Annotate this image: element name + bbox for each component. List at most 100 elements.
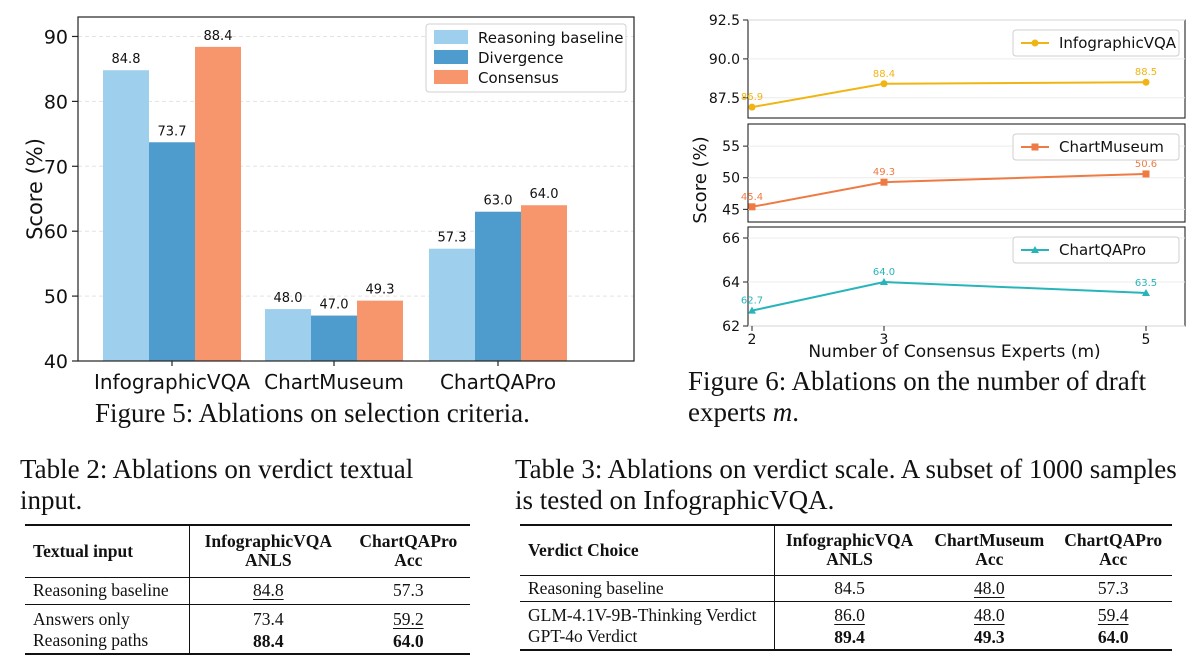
bar xyxy=(429,248,475,361)
table-2-caption: Table 2: Ablations on verdict textual in… xyxy=(20,454,414,515)
legend: Reasoning baseline Divergence Consensus xyxy=(425,23,627,93)
data-point xyxy=(748,203,756,211)
y-axis-label: Score (%) xyxy=(23,138,47,240)
legend-box xyxy=(1012,236,1180,264)
plot-frame xyxy=(77,16,635,362)
data-label: 63.5 xyxy=(1135,278,1157,289)
x-tick-label: InfographicVQA xyxy=(94,370,250,394)
figure-6-line-charts: 87.5 90.0 92.5 86.9 88.4 88.5 InfographicVQA 45… xyxy=(690,13,1186,362)
series-line xyxy=(751,81,1147,109)
series-line xyxy=(751,280,1147,312)
table-row: GPT-4o Verdict 89.4 49.3 64.0 xyxy=(520,625,1172,650)
table-2-cell: 88.4 xyxy=(252,630,284,651)
subplot: 87.5 90.0 92.5 86.9 88.4 88.5 InfographicVQA xyxy=(709,13,1186,119)
y-tick-label: 90 xyxy=(44,26,68,48)
y-tick-label: 50 xyxy=(722,171,740,187)
y-tick-label: 60 xyxy=(44,221,68,243)
table-2-cell: 64.0 xyxy=(392,630,424,651)
table-3-caption: Table 3: Ablations on verdict scale. A s… xyxy=(515,454,1177,515)
table-3-row-label: GLM-4.1V-9B-Thinking Verdict xyxy=(520,601,775,626)
table-3-header-col3-line1: ChartMuseum xyxy=(934,530,1045,551)
legend-swatch xyxy=(434,50,468,64)
table-3-cell: 49.3 xyxy=(973,626,1005,647)
table-3-header-col4-line2: Acc xyxy=(1099,549,1128,570)
table-2-cell-value: 59.2 xyxy=(392,608,424,629)
table-row: Reasoning baseline 84.8 57.3 xyxy=(25,577,470,604)
bar xyxy=(311,315,357,361)
legend-marker xyxy=(1031,39,1039,47)
y-tick-label: 55 xyxy=(722,139,740,155)
table-2-row-label: Reasoning baseline xyxy=(25,577,190,604)
data-point xyxy=(748,103,756,111)
data-label: 50.6 xyxy=(1135,159,1157,170)
table-2-row-label: Reasoning paths xyxy=(25,629,190,654)
y-axis-label: Score (%) xyxy=(690,136,711,223)
table-3-header-row: Verdict Choice InfographicVQA ANLS Chart… xyxy=(520,525,1172,575)
table-3-row-label: Reasoning baseline xyxy=(520,575,775,601)
bar-value-label: 57.3 xyxy=(438,231,467,246)
subplot: 45 50 55 45.4 49.3 50.6 ChartMuseum xyxy=(722,123,1186,223)
legend-entry: ChartMuseum xyxy=(1059,138,1164,156)
figure-5-bar-chart: 40 50 60 70 80 90 84.8 48.0 57.3 73.7 47.0 63.0 88.4… xyxy=(23,16,635,394)
figure-6-caption-text: Figure 6: Ablations on the number of dra… xyxy=(688,366,1147,427)
bar xyxy=(149,142,195,361)
table-2-header-col3-line2: Acc xyxy=(394,550,423,571)
bar xyxy=(475,211,521,361)
bar-value-label: 84.8 xyxy=(112,52,141,67)
y-tick-label: 50 xyxy=(44,286,68,308)
table-3-cell-value: 59.4 xyxy=(1097,604,1129,625)
table-3-cell: 48.0 xyxy=(924,601,1054,626)
y-tick-label: 87.5 xyxy=(709,91,740,107)
table-2-cell-value: 84.8 xyxy=(252,580,284,600)
x-tick-label: ChartQAPro xyxy=(440,370,556,394)
bar-value-label: 88.4 xyxy=(204,29,233,44)
bar xyxy=(265,309,311,361)
y-tick-label: 40 xyxy=(44,351,68,373)
data-label: 88.5 xyxy=(1135,67,1157,78)
table-3-cell: 89.4 xyxy=(834,626,865,647)
table-2-header-col3: ChartQAPro Acc xyxy=(347,525,470,577)
table-3-header-col2-line2: ANLS xyxy=(826,549,873,570)
table-3-header-col2: InfographicVQA ANLS xyxy=(775,525,925,575)
table-row: Answers only 73.4 59.2 xyxy=(25,604,470,630)
figure-6-caption: Figure 6: Ablations on the number of dra… xyxy=(688,366,1183,428)
bar-value-label: 73.7 xyxy=(158,124,187,139)
data-label: 49.3 xyxy=(873,167,895,178)
table-2-header-col2-line1: InfographicVQA xyxy=(204,531,332,552)
y-tick-label: 92.5 xyxy=(709,13,740,29)
bar-value-label: 63.0 xyxy=(484,194,513,209)
bar-value-label: 49.3 xyxy=(366,283,395,298)
legend-marker xyxy=(1031,143,1039,151)
table-3-header-col3-line2: Acc xyxy=(975,549,1004,570)
table-3-cell: 86.0 xyxy=(775,601,925,626)
x-tick-label: 3 xyxy=(880,332,889,348)
table-3-cell: 59.4 xyxy=(1054,601,1172,626)
data-point xyxy=(880,278,888,285)
table-3-cell: 64.0 xyxy=(1097,626,1129,647)
table-2-cell: 57.3 xyxy=(392,580,424,600)
y-tick-label: 80 xyxy=(44,91,68,113)
table-3-header-col4-line1: ChartQAPro xyxy=(1064,530,1163,551)
y-tick-label: 45 xyxy=(722,202,740,218)
bar xyxy=(195,46,241,362)
table-3-cell: 48.0 xyxy=(924,575,1054,601)
x-axis-label: Number of Consensus Experts (m) xyxy=(808,342,1100,362)
bar xyxy=(103,70,149,361)
bar xyxy=(521,205,567,361)
series-line xyxy=(751,172,1147,208)
y-tick-label: 66 xyxy=(722,231,740,247)
table-2: Textual input InfographicVQA ANLS ChartQ… xyxy=(25,524,470,655)
table-2-header-row: Textual input InfographicVQA ANLS ChartQ… xyxy=(25,525,470,577)
data-point xyxy=(880,178,888,186)
table-3-cell-value: 48.0 xyxy=(973,604,1005,625)
table-2-cell: 59.2 xyxy=(347,604,470,630)
subplot: 62 64 66 62.7 64.0 63.5 ChartQAPro 2 3 5 xyxy=(722,226,1186,348)
figure-5-caption: Figure 5: Ablations on selection criteri… xyxy=(95,398,530,428)
legend-entry: InfographicVQA xyxy=(1059,34,1177,52)
legend-marker xyxy=(1031,246,1039,253)
y-tick-label: 70 xyxy=(44,156,68,178)
table-3-row-label: GPT-4o Verdict xyxy=(520,625,775,650)
y-tick-label: 62 xyxy=(722,319,740,335)
table-2-cell: 73.4 xyxy=(252,608,284,629)
legend-swatch xyxy=(434,30,468,44)
